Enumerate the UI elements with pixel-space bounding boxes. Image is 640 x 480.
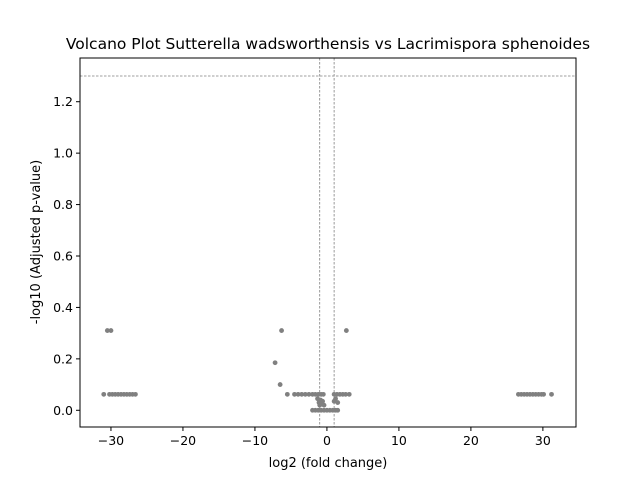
y-tick-label: 1.0 — [53, 146, 73, 161]
data-point — [108, 328, 114, 333]
y-tick-label: 0.8 — [53, 197, 73, 212]
x-tick-label: 0 — [323, 433, 331, 448]
data-point — [302, 391, 308, 397]
data-point — [317, 402, 323, 408]
y-tick-label: 0.2 — [53, 351, 73, 366]
x-tick-label: 30 — [535, 433, 551, 448]
data-point — [292, 391, 297, 397]
y-tick-label: 0.6 — [53, 249, 73, 264]
x-axis-ticks: −30 −20 −10 0 10 20 30 — [98, 427, 551, 448]
data-point — [104, 328, 110, 333]
data-point — [272, 360, 278, 366]
data-point — [133, 391, 138, 397]
data-point — [335, 407, 341, 413]
x-tick-label: −30 — [98, 433, 124, 448]
x-tick-label: −10 — [242, 433, 268, 448]
data-point — [284, 391, 290, 397]
data-point — [343, 328, 349, 333]
data-point — [320, 391, 326, 397]
data-point — [306, 391, 312, 397]
data-point — [295, 391, 301, 397]
y-axis-ticks: 0.0 0.2 0.4 0.6 0.8 1.0 1.2 — [53, 94, 80, 418]
x-tick-label: 20 — [463, 433, 479, 448]
data-point — [541, 391, 547, 397]
y-tick-label: 0.0 — [53, 403, 73, 418]
y-tick-label: 1.2 — [53, 94, 73, 109]
x-axis-label: log2 (fold change) — [269, 456, 388, 471]
data-point — [299, 391, 305, 397]
data-point — [277, 382, 283, 387]
data-points — [101, 328, 554, 413]
y-tick-label: 0.4 — [53, 300, 73, 315]
data-point — [333, 396, 338, 402]
data-point — [101, 391, 107, 397]
data-point — [335, 400, 341, 405]
chart-title: Volcano Plot Sutterella wadsworthensis v… — [66, 35, 590, 53]
data-point — [279, 328, 284, 333]
x-tick-label: 10 — [391, 433, 407, 448]
data-point — [321, 402, 327, 408]
data-point — [346, 391, 352, 397]
x-tick-label: −20 — [170, 433, 196, 448]
data-point — [343, 391, 349, 397]
plot-area-frame — [79, 57, 577, 428]
data-point — [549, 391, 554, 397]
y-axis-label: -log10 (Adjusted p-value) — [29, 160, 44, 324]
threshold-lines — [80, 58, 576, 427]
